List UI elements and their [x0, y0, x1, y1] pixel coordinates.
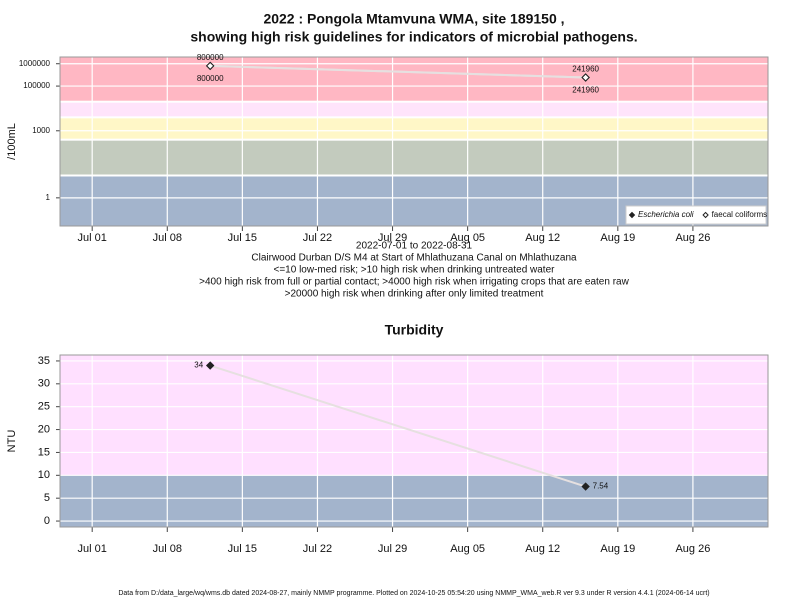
legend-box: [625, 205, 767, 225]
value-label: 800000: [197, 74, 224, 83]
x-tick-label: Jul 01: [78, 232, 107, 244]
x-tick-label: Jul 29: [378, 232, 407, 244]
legend-marker: [628, 211, 636, 219]
x-tick-label: Aug 05: [450, 232, 485, 244]
x-tick-label: Jul 01: [78, 543, 107, 555]
x-tick-label: Jul 08: [153, 232, 182, 244]
risk-band: [60, 475, 768, 527]
y-tick-label: 1000: [32, 126, 50, 135]
plot-frame: [59, 56, 769, 227]
x-tick-label: Jul 08: [153, 543, 182, 555]
x-tick-label: Aug 26: [675, 543, 710, 555]
y-tick-label: 0: [44, 515, 50, 527]
x-tick-label: Aug 19: [600, 543, 635, 555]
value-label: 7.54: [593, 482, 609, 491]
note: 2022-07-01 to 2022-08-31: [356, 241, 473, 252]
x-tick-label: Aug 12: [525, 543, 560, 555]
series-line: [210, 64, 586, 79]
data-point: [581, 482, 590, 491]
note: >20000 high risk when drinking after onl…: [285, 289, 544, 300]
value-label: 241960: [572, 65, 599, 74]
note: >400 high risk from full or partial cont…: [199, 277, 629, 288]
y-tick-label: 15: [38, 446, 50, 458]
data-point: [205, 61, 215, 71]
value-label: 241960: [572, 86, 599, 95]
chart-title: showing high risk guidelines for indicat…: [190, 29, 637, 45]
chart-title: 2022 : Pongola Mtamvuna WMA, site 189150…: [263, 11, 564, 27]
risk-band: [60, 102, 768, 117]
y-tick-label: 10: [38, 469, 50, 481]
legend-label: faecal coliforms: [712, 210, 768, 219]
note: <=10 low-med risk; >10 high risk when dr…: [274, 265, 556, 276]
risk-band: [60, 140, 768, 175]
data-point: [205, 361, 215, 370]
series-line: [209, 364, 586, 488]
y-tick-label: 5: [44, 492, 50, 504]
data-point: [581, 73, 590, 82]
x-tick-label: Aug 26: [675, 232, 710, 244]
x-tick-label: Jul 15: [228, 232, 257, 244]
value-label: 800000: [197, 53, 224, 62]
legend-marker: [702, 211, 709, 219]
y-tick-label: 20: [38, 423, 50, 435]
y-tick-label: 30: [38, 378, 50, 390]
y-tick-label: 25: [38, 401, 50, 413]
risk-band: [60, 355, 768, 476]
risk-band: [60, 118, 768, 139]
plot-frame: [59, 354, 769, 528]
x-tick-label: Jul 29: [378, 543, 407, 555]
y-axis-label: NTU: [6, 430, 18, 453]
footer: Data from D:/data_large/wq/wms.db dated …: [118, 590, 709, 597]
value-label: 34: [194, 361, 203, 370]
chart-title: Turbidity: [385, 322, 444, 338]
x-tick-label: Jul 22: [303, 543, 332, 555]
y-tick-label: 35: [38, 355, 50, 367]
y-tick-label: 100000: [23, 81, 50, 90]
y-tick-label: 1: [46, 193, 51, 202]
x-tick-label: Aug 19: [600, 232, 635, 244]
y-tick-label: 1000000: [19, 59, 51, 68]
y-axis-label: /100mL: [6, 123, 18, 160]
x-tick-label: Aug 12: [525, 232, 560, 244]
x-tick-label: Jul 15: [228, 543, 257, 555]
x-tick-label: Aug 05: [450, 543, 485, 555]
note: Clairwood Durban D/S M4 at Start of Mhla…: [251, 253, 577, 264]
x-tick-label: Jul 22: [303, 232, 332, 244]
legend-label: Escherichia coli: [638, 210, 694, 219]
